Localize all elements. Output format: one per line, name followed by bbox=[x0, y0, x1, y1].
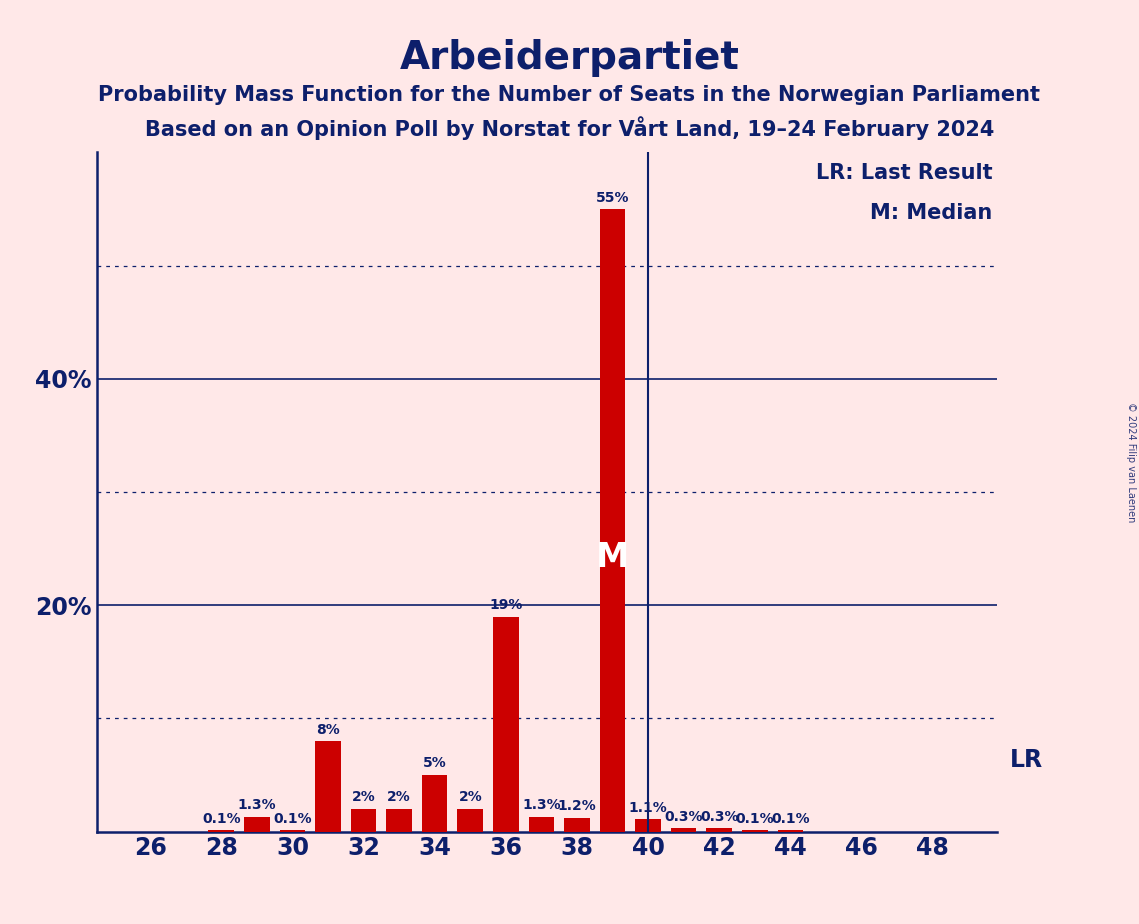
Text: 1.3%: 1.3% bbox=[238, 798, 276, 812]
Bar bbox=[244, 817, 270, 832]
Bar bbox=[600, 209, 625, 832]
Bar bbox=[564, 818, 590, 832]
Text: Arbeiderpartiet: Arbeiderpartiet bbox=[400, 39, 739, 77]
Text: Based on an Opinion Poll by Norstat for Vårt Land, 19–24 February 2024: Based on an Opinion Poll by Norstat for … bbox=[145, 116, 994, 140]
Text: 0.3%: 0.3% bbox=[664, 809, 703, 823]
Bar bbox=[636, 820, 661, 832]
Text: 0.3%: 0.3% bbox=[700, 809, 738, 823]
Bar bbox=[351, 809, 376, 832]
Text: 8%: 8% bbox=[317, 723, 339, 736]
Bar bbox=[279, 831, 305, 832]
Bar bbox=[386, 809, 412, 832]
Text: LR: LR bbox=[1010, 748, 1043, 772]
Bar bbox=[458, 809, 483, 832]
Text: 2%: 2% bbox=[387, 790, 411, 805]
Text: 5%: 5% bbox=[423, 757, 446, 771]
Text: 0.1%: 0.1% bbox=[771, 812, 810, 826]
Bar bbox=[741, 831, 768, 832]
Bar bbox=[421, 775, 448, 832]
Text: M: Median: M: Median bbox=[870, 203, 992, 224]
Text: Probability Mass Function for the Number of Seats in the Norwegian Parliament: Probability Mass Function for the Number… bbox=[98, 85, 1041, 105]
Bar bbox=[208, 831, 235, 832]
Bar bbox=[671, 828, 696, 832]
Text: © 2024 Filip van Laenen: © 2024 Filip van Laenen bbox=[1125, 402, 1136, 522]
Text: 0.1%: 0.1% bbox=[736, 812, 775, 826]
Text: LR: Last Result: LR: Last Result bbox=[816, 163, 992, 183]
Bar bbox=[706, 828, 732, 832]
Bar bbox=[778, 831, 803, 832]
Text: 2%: 2% bbox=[458, 790, 482, 805]
Text: 1.1%: 1.1% bbox=[629, 800, 667, 815]
Text: 55%: 55% bbox=[596, 190, 629, 204]
Bar bbox=[493, 616, 518, 832]
Bar bbox=[316, 741, 341, 832]
Bar bbox=[528, 817, 555, 832]
Text: 0.1%: 0.1% bbox=[273, 812, 312, 826]
Text: 1.3%: 1.3% bbox=[522, 798, 560, 812]
Text: M: M bbox=[596, 541, 629, 574]
Text: 1.2%: 1.2% bbox=[558, 799, 597, 813]
Text: 0.1%: 0.1% bbox=[202, 812, 240, 826]
Text: 19%: 19% bbox=[489, 598, 523, 612]
Text: 2%: 2% bbox=[352, 790, 376, 805]
